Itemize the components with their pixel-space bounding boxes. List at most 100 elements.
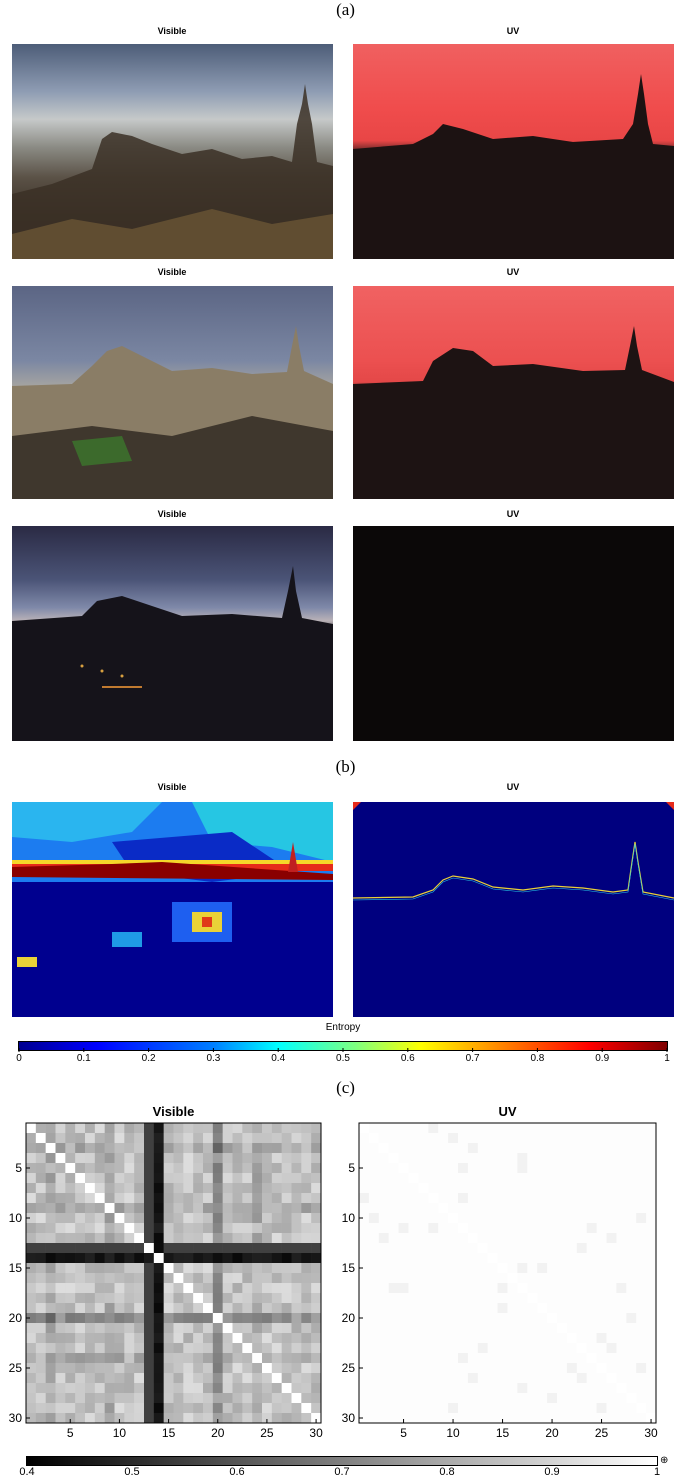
uv-matrix-cell <box>636 1143 647 1154</box>
visible-ytick-label: 10 <box>8 1211 22 1225</box>
visible-matrix-cell <box>75 1273 86 1284</box>
visible-matrix-cell <box>291 1353 302 1364</box>
visible-matrix-cell <box>114 1293 125 1304</box>
uv-matrix-cell <box>458 1353 469 1364</box>
visible-matrix-cell <box>163 1263 174 1274</box>
uv-matrix-cell <box>557 1413 568 1424</box>
visible-matrix-cell <box>301 1363 312 1374</box>
uv-matrix-cell <box>408 1233 419 1244</box>
visible-matrix-cell <box>222 1243 233 1254</box>
uv-matrix-cell <box>547 1283 558 1294</box>
uv-matrix-cell <box>398 1193 409 1204</box>
uv-matrix-cell <box>537 1153 548 1164</box>
visible-matrix-cell <box>114 1323 125 1334</box>
visible-matrix-cell <box>252 1313 263 1324</box>
visible-matrix-cell <box>153 1323 164 1334</box>
visible-matrix-cell <box>222 1153 233 1164</box>
visible-matrix-cell <box>232 1263 243 1274</box>
uv-matrix-cell <box>438 1173 449 1184</box>
visible-matrix-cell <box>55 1413 66 1424</box>
visible-matrix-cell <box>193 1263 204 1274</box>
visible-matrix-cell <box>212 1133 223 1144</box>
visible-matrix-cell <box>114 1153 125 1164</box>
visible-matrix-cell <box>271 1283 282 1294</box>
uv-ytick-label: 5 <box>348 1161 355 1175</box>
uv-matrix-cell <box>448 1123 459 1134</box>
uv-matrix-cell <box>507 1283 518 1294</box>
uv-matrix-cell <box>378 1343 389 1354</box>
uv-matrix-cell <box>596 1373 607 1384</box>
uv-matrix-cell <box>448 1343 459 1354</box>
uv-matrix-cell <box>636 1263 647 1274</box>
visible-matrix-cell <box>242 1413 253 1424</box>
visible-matrix-cell <box>55 1393 66 1404</box>
visible-matrix-cell <box>163 1353 174 1364</box>
visible-matrix-cell <box>26 1153 37 1164</box>
uv-matrix-cell <box>398 1243 409 1254</box>
visible-matrix-cell <box>203 1343 214 1354</box>
visible-matrix-cell <box>134 1253 145 1264</box>
uv-matrix-cell <box>646 1273 657 1284</box>
visible-matrix-cell <box>75 1263 86 1274</box>
visible-matrix-cell <box>104 1183 115 1194</box>
uv-matrix-cell <box>576 1373 587 1384</box>
uv-matrix-cell <box>537 1353 548 1364</box>
visible-matrix-cell <box>153 1263 164 1274</box>
uv-matrix-cell <box>477 1393 488 1404</box>
uv-matrix-cell <box>626 1253 637 1264</box>
uv-matrix-cell <box>626 1213 637 1224</box>
visible-matrix-cell <box>85 1363 96 1374</box>
uv-matrix-cell <box>497 1283 508 1294</box>
visible-matrix-cell <box>232 1203 243 1214</box>
visible-matrix-cell <box>252 1403 263 1414</box>
uv-matrix-cell <box>418 1243 429 1254</box>
visible-matrix-cell <box>55 1183 66 1194</box>
visible-matrix-cell <box>212 1383 223 1394</box>
visible-matrix-cell <box>163 1333 174 1344</box>
uv-matrix-cell <box>646 1333 657 1344</box>
uv-matrix-cell <box>428 1313 439 1324</box>
uv-matrix-cell <box>477 1243 488 1254</box>
visible-matrix-cell <box>94 1173 105 1184</box>
uv-matrix-cell <box>646 1263 657 1274</box>
visible-matrix-cell <box>311 1173 322 1184</box>
uv-matrix-cell <box>527 1283 538 1294</box>
entropy-map-uv <box>353 802 674 1017</box>
uv-matrix-cell <box>626 1383 637 1394</box>
uv-matrix-cell <box>458 1193 469 1204</box>
uv-matrix-cell <box>596 1253 607 1264</box>
uv-matrix-cell <box>477 1143 488 1154</box>
uv-matrix-cell <box>467 1263 479 1274</box>
visible-matrix-cell <box>124 1413 135 1424</box>
uv-matrix-cell <box>497 1163 508 1174</box>
uv-matrix-cell <box>606 1403 617 1414</box>
visible-matrix-cell <box>124 1123 135 1134</box>
uv-matrix-cell <box>596 1333 607 1344</box>
visible-matrix-cell <box>311 1123 322 1134</box>
visible-matrix-cell <box>173 1413 184 1424</box>
uv-matrix-cell <box>418 1383 429 1394</box>
uv-matrix-cell <box>467 1203 479 1214</box>
uv-matrix-cell <box>557 1363 568 1374</box>
similarity-colorbar-tick-label: 0.5 <box>124 1466 140 1478</box>
visible-matrix-cell <box>134 1163 145 1174</box>
uv-matrix-cell <box>467 1313 479 1324</box>
uv-matrix-cell <box>497 1413 508 1424</box>
uv-ytick-label: 10 <box>341 1211 355 1225</box>
visible-matrix-cell <box>242 1383 253 1394</box>
visible-matrix-cell <box>222 1203 233 1214</box>
visible-matrix-cell <box>281 1173 292 1184</box>
uv-matrix-cell <box>517 1313 528 1324</box>
uv-matrix-cell <box>378 1183 389 1194</box>
uv-matrix-cell <box>606 1213 617 1224</box>
uv-matrix-cell <box>388 1383 399 1394</box>
uv-matrix-cell <box>378 1303 389 1314</box>
uv-matrix-cell <box>388 1273 399 1284</box>
uv-matrix-cell <box>398 1293 409 1304</box>
visible-matrix-cell <box>271 1263 282 1274</box>
visible-matrix-cell <box>144 1143 155 1154</box>
uv-matrix-cell <box>388 1163 399 1174</box>
uv-matrix-cell <box>477 1183 488 1194</box>
uv-matrix-cell <box>636 1233 647 1244</box>
visible-matrix-cell <box>85 1133 96 1144</box>
